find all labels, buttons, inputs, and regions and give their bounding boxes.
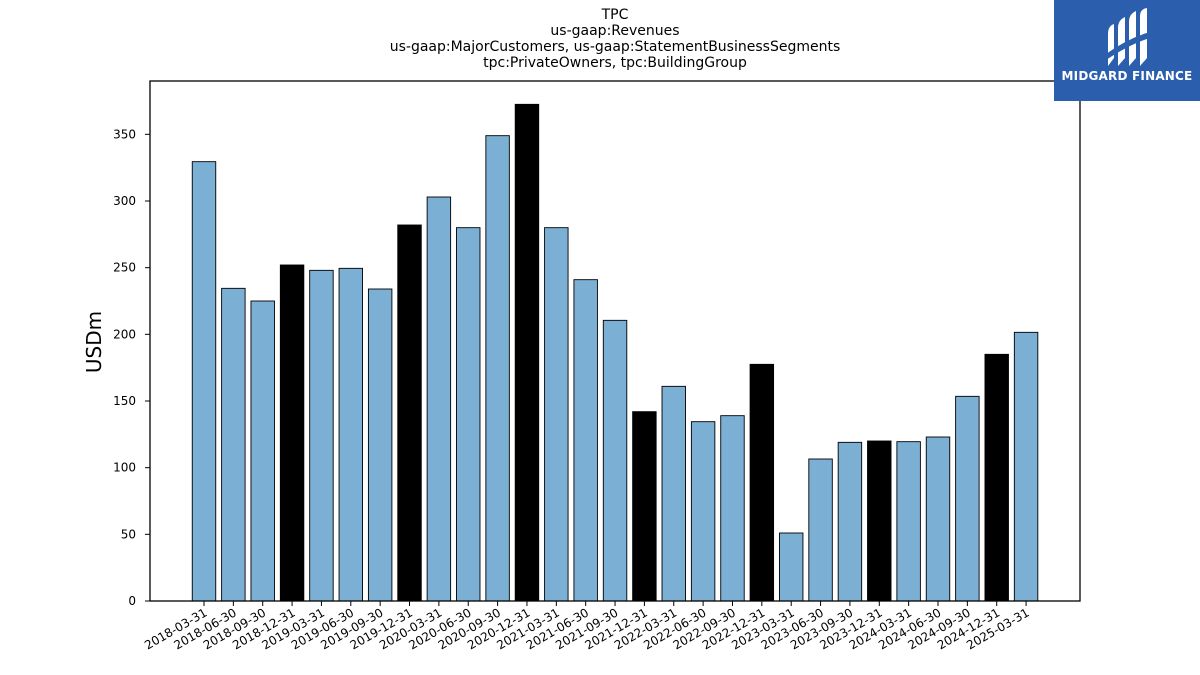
bar-2021-09-30 xyxy=(602,319,628,602)
x-axis-ticks: 2018-03-312018-06-302018-09-302018-12-31… xyxy=(142,601,1032,652)
bar-2018-12-31 xyxy=(279,264,305,602)
bar-2019-03-31 xyxy=(309,269,334,602)
midgard-logo-icon xyxy=(1106,8,1150,66)
bar-2021-06-30 xyxy=(573,279,598,602)
y-tick-label: 250 xyxy=(113,261,136,275)
title-line-members: tpc:PrivateOwners, tpc:BuildingGroup xyxy=(483,55,747,71)
midgard-finance-logo: MIDGARD FINANCE xyxy=(1054,0,1200,101)
bar-2020-06-30 xyxy=(456,227,481,602)
bar-2019-12-31 xyxy=(397,224,422,602)
logo-text: MIDGARD FINANCE xyxy=(1061,69,1193,83)
bar-2022-06-30 xyxy=(690,421,716,602)
bar-2021-12-31 xyxy=(632,411,657,602)
bar-2022-09-30 xyxy=(720,415,745,602)
bar-2024-06-30 xyxy=(925,436,951,602)
bar-2018-09-30 xyxy=(250,300,275,602)
bar-2023-03-31 xyxy=(779,532,804,602)
bar-2023-09-30 xyxy=(837,441,863,602)
bar-2020-12-31 xyxy=(514,103,540,602)
title-line-axes: us-gaap:MajorCustomers, us-gaap:Statemen… xyxy=(389,39,841,55)
title-line-company: TPC xyxy=(601,7,629,23)
bar-2022-03-31 xyxy=(661,385,686,602)
bar-2024-12-31 xyxy=(984,353,1009,602)
bar-2019-06-30 xyxy=(338,267,363,602)
title-line-metric: us-gaap:Revenues xyxy=(550,23,680,39)
bar-2025-03-31 xyxy=(1013,331,1039,602)
y-tick-label: 300 xyxy=(113,194,136,208)
bar-2024-09-30 xyxy=(955,395,980,602)
y-axis-label: USDm xyxy=(82,311,106,373)
bar-2020-03-31 xyxy=(426,196,452,602)
bar-2023-12-31 xyxy=(867,440,892,602)
plot-frame xyxy=(149,80,1081,602)
y-axis-ticks: 0 50 100 150 200 250 300 350 xyxy=(113,127,150,608)
y-tick-label: 350 xyxy=(113,127,136,141)
y-tick-label: 0 xyxy=(128,594,136,608)
bar-2021-03-31 xyxy=(544,227,569,602)
bar-2018-03-31 xyxy=(191,161,217,602)
bars-group xyxy=(191,103,1039,602)
y-tick-label: 150 xyxy=(113,394,136,408)
bar-2018-06-30 xyxy=(221,287,246,602)
bar-2023-06-30 xyxy=(808,458,833,602)
bar-2020-09-30 xyxy=(485,135,510,602)
bar-2022-12-31 xyxy=(749,363,775,602)
y-tick-label: 100 xyxy=(113,461,136,475)
y-tick-label: 200 xyxy=(113,327,136,341)
bar-2019-09-30 xyxy=(367,288,393,602)
bar-2024-03-31 xyxy=(896,441,921,602)
y-tick-label: 50 xyxy=(121,527,136,541)
